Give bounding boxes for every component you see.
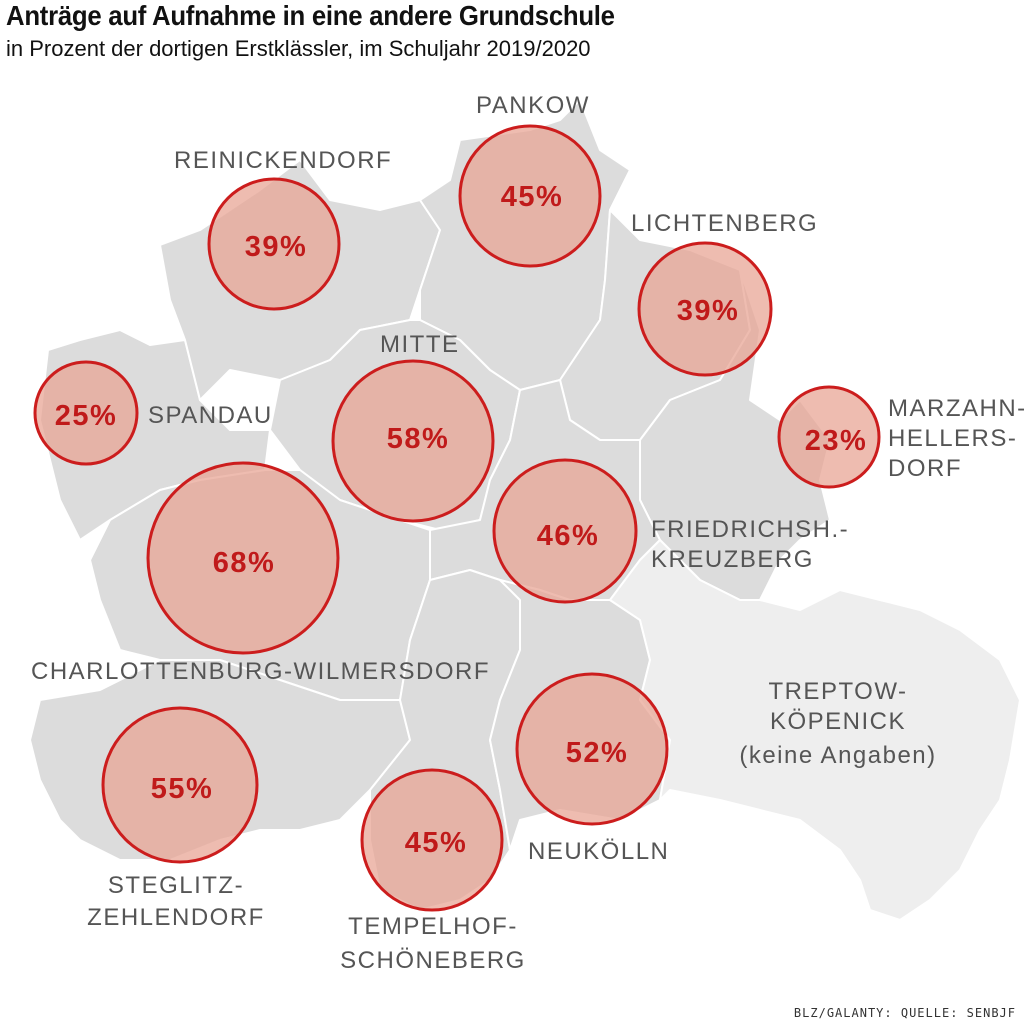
- bubble-reinickendorf: [207, 177, 341, 311]
- value-friedrichshain-kreuzberg: 46%: [537, 520, 600, 552]
- label-spandau: SPANDAU: [148, 402, 273, 429]
- value-charlottenburg-wilmersdorf: 68%: [213, 547, 276, 579]
- value-marzahn-hellersdorf: 23%: [805, 425, 868, 457]
- value-mitte: 58%: [387, 423, 450, 455]
- label-steglitz-line1: STEGLITZ-: [108, 872, 244, 899]
- label-reinickendorf: REINICKENDORF: [174, 147, 392, 174]
- label-marzahn-line3: DORF: [888, 455, 962, 482]
- label-steglitz-line2: ZEHLENDORF: [87, 904, 265, 931]
- label-treptow-line2: KÖPENICK: [770, 708, 906, 735]
- source-credit: BLZ/GALANTY: QUELLE: SENBJF: [793, 1006, 1016, 1020]
- label-marzahn-line2: HELLERS-: [888, 425, 1017, 452]
- value-labels: 45% 39% 39% 58% 25% 23% 68% 46% 52% 55% …: [55, 181, 868, 859]
- value-pankow: 45%: [501, 181, 564, 213]
- label-mitte: MITTE: [380, 331, 460, 358]
- chart-title: Anträge auf Aufnahme in eine andere Grun…: [6, 0, 615, 31]
- label-lichtenberg: LICHTENBERG: [631, 210, 818, 237]
- bubble-spandau: [33, 360, 139, 466]
- value-bubbles: [33, 124, 881, 912]
- label-treptow-line3: (keine Angaben): [739, 742, 936, 769]
- bubble-friedrichshain-kreuzberg: [492, 458, 638, 604]
- label-marzahn-line1: MARZAHN-: [888, 395, 1024, 422]
- value-reinickendorf: 39%: [245, 231, 308, 263]
- value-tempelhof-schoeneberg: 45%: [405, 827, 468, 859]
- label-charlottenburg-wilmersdorf: CHARLOTTENBURG-WILMERSDORF: [31, 658, 490, 685]
- label-neukoelln: NEUKÖLLN: [528, 838, 669, 865]
- bubble-tempelhof-schoeneberg: [360, 768, 504, 912]
- label-tempelhof-line2: SCHÖNEBERG: [340, 947, 526, 974]
- bubble-neukoelln: [515, 672, 669, 826]
- value-lichtenberg: 39%: [677, 295, 740, 327]
- value-steglitz-zehlendorf: 55%: [151, 773, 214, 805]
- bubble-pankow: [458, 124, 602, 268]
- district-labels: PANKOW REINICKENDORF LICHTENBERG MITTE S…: [31, 92, 1024, 974]
- value-neukoelln: 52%: [566, 737, 629, 769]
- label-tempelhof-line1: TEMPELHOF-: [348, 913, 518, 940]
- bubble-marzahn-hellersdorf: [777, 385, 881, 489]
- chart-subtitle: in Prozent der dortigen Erstklässler, im…: [6, 36, 591, 61]
- bubble-charlottenburg-wilmersdorf: [146, 461, 340, 655]
- district-shape-treptow-koepenick: [609, 539, 1021, 921]
- label-treptow-line1: TREPTOW-: [768, 678, 907, 705]
- bubble-mitte: [331, 359, 495, 523]
- label-pankow: PANKOW: [476, 92, 590, 119]
- bubble-steglitz-zehlendorf: [101, 706, 259, 864]
- bubble-lichtenberg: [637, 241, 773, 377]
- value-spandau: 25%: [55, 400, 118, 432]
- label-friedrichshain-line2: KREUZBERG: [651, 546, 814, 573]
- label-friedrichshain-line1: FRIEDRICHSH.-: [651, 516, 849, 543]
